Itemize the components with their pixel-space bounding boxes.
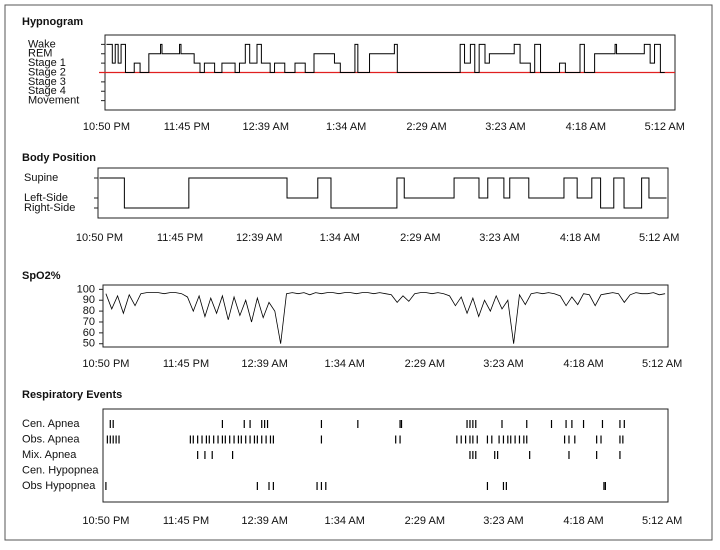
x-tick-label: 5:12 AM xyxy=(645,121,685,133)
y-tick-label: Left-Side xyxy=(24,192,68,204)
row-label: Obs. Apnea xyxy=(22,433,80,445)
x-tick-label: 12:39 AM xyxy=(241,358,287,370)
x-tick-label: 1:34 AM xyxy=(325,358,365,370)
plot-box xyxy=(102,284,669,348)
x-tick-label: 10:50 PM xyxy=(83,121,130,133)
x-tick-label: 2:29 AM xyxy=(405,515,445,527)
row-label: Mix. Apnea xyxy=(22,449,77,461)
row-label: Cen. Apnea xyxy=(22,418,80,430)
x-tick-label: 11:45 PM xyxy=(163,358,209,370)
y-tick-label: Stage 4 xyxy=(28,85,66,97)
x-tick-label: 12:39 AM xyxy=(241,515,287,527)
y-tick-label: 80 xyxy=(83,305,95,317)
x-tick-label: 2:29 AM xyxy=(406,121,446,133)
x-tick-label: 10:50 PM xyxy=(82,358,129,370)
panel-title: Body Position xyxy=(22,152,96,164)
x-tick-label: 12:39 AM xyxy=(236,232,282,244)
y-tick-label: 70 xyxy=(83,316,95,328)
y-tick-label: Movement xyxy=(28,95,79,107)
spo2-line xyxy=(105,292,666,344)
x-tick-label: 3:23 AM xyxy=(485,121,525,133)
row-label: Obs Hypopnea xyxy=(22,480,96,492)
panel-title: Hypnogram xyxy=(22,16,83,28)
panel-title: SpO2% xyxy=(22,270,61,282)
x-tick-label: 10:50 PM xyxy=(82,515,129,527)
y-tick-label: 90 xyxy=(83,294,95,306)
x-tick-label: 4:18 AM xyxy=(560,232,600,244)
x-tick-label: 5:12 AM xyxy=(639,232,679,244)
y-tick-label: 60 xyxy=(83,327,95,339)
x-tick-label: 3:23 AM xyxy=(479,232,519,244)
panel-title: Respiratory Events xyxy=(22,389,122,401)
x-tick-label: 11:45 PM xyxy=(163,515,209,527)
y-tick-label: Stage 3 xyxy=(28,76,66,88)
step-line xyxy=(99,177,667,209)
row-label: Cen. Hypopnea xyxy=(22,464,99,476)
y-tick-label: Right-Side xyxy=(24,202,75,214)
y-tick-label: Wake xyxy=(28,38,56,50)
x-tick-label: 1:34 AM xyxy=(325,515,365,527)
y-tick-label: REM xyxy=(28,48,52,60)
x-tick-label: 11:45 PM xyxy=(157,232,203,244)
y-tick-label: Stage 1 xyxy=(28,57,66,69)
y-tick-label: Stage 2 xyxy=(28,66,66,78)
x-tick-label: 12:39 AM xyxy=(243,121,289,133)
x-tick-label: 1:34 AM xyxy=(320,232,360,244)
x-tick-label: 3:23 AM xyxy=(483,358,523,370)
x-tick-label: 2:29 AM xyxy=(405,358,445,370)
x-tick-label: 1:34 AM xyxy=(326,121,366,133)
y-tick-label: 100 xyxy=(77,283,95,295)
x-tick-label: 4:18 AM xyxy=(563,358,603,370)
frame xyxy=(4,4,713,541)
step-line xyxy=(106,43,665,73)
x-tick-label: 5:12 AM xyxy=(642,358,682,370)
x-tick-label: 3:23 AM xyxy=(483,515,523,527)
x-tick-label: 2:29 AM xyxy=(400,232,440,244)
x-tick-label: 10:50 PM xyxy=(76,232,123,244)
x-tick-label: 11:45 PM xyxy=(164,121,210,133)
x-tick-label: 4:18 AM xyxy=(566,121,606,133)
y-tick-label: 50 xyxy=(83,338,95,350)
plot-box xyxy=(97,167,669,219)
x-tick-label: 4:18 AM xyxy=(563,515,603,527)
x-tick-label: 5:12 AM xyxy=(642,515,682,527)
plot-box xyxy=(102,408,669,503)
y-tick-label: Supine xyxy=(24,172,58,184)
